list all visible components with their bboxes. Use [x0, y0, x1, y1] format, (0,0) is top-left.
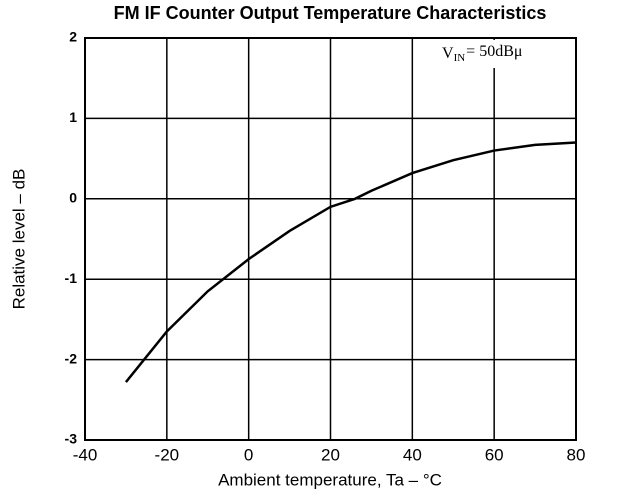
y-axis-label: Relative level – dB	[9, 169, 28, 310]
y-tick-label: 1	[69, 109, 77, 125]
x-tick-label: -40	[73, 445, 98, 464]
y-tick-label: 0	[69, 190, 77, 206]
y-tick-label: -2	[65, 350, 78, 366]
chart-title: FM IF Counter Output Temperature Charact…	[114, 3, 547, 23]
curve	[124, 141, 577, 383]
x-axis-label: Ambient temperature, Ta – °C	[218, 470, 442, 489]
annotation-subscript: IN	[454, 52, 466, 64]
annotation-rest: = 50dBμ	[466, 43, 522, 60]
y-tick-label: -3	[65, 431, 78, 447]
annotation: VIN= 50dBμ	[442, 43, 522, 64]
x-tick-label: 80	[567, 445, 586, 464]
annotation-box	[438, 40, 572, 68]
x-tick-label: 0	[244, 445, 253, 464]
y-tick-label: -1	[65, 270, 78, 286]
x-tick-label: -20	[155, 445, 180, 464]
y-tick-label: 2	[69, 29, 77, 45]
annotation-main: V	[442, 45, 454, 62]
x-tick-label: 40	[403, 445, 422, 464]
x-tick-label: 20	[321, 445, 340, 464]
x-tick-label: 60	[485, 445, 504, 464]
